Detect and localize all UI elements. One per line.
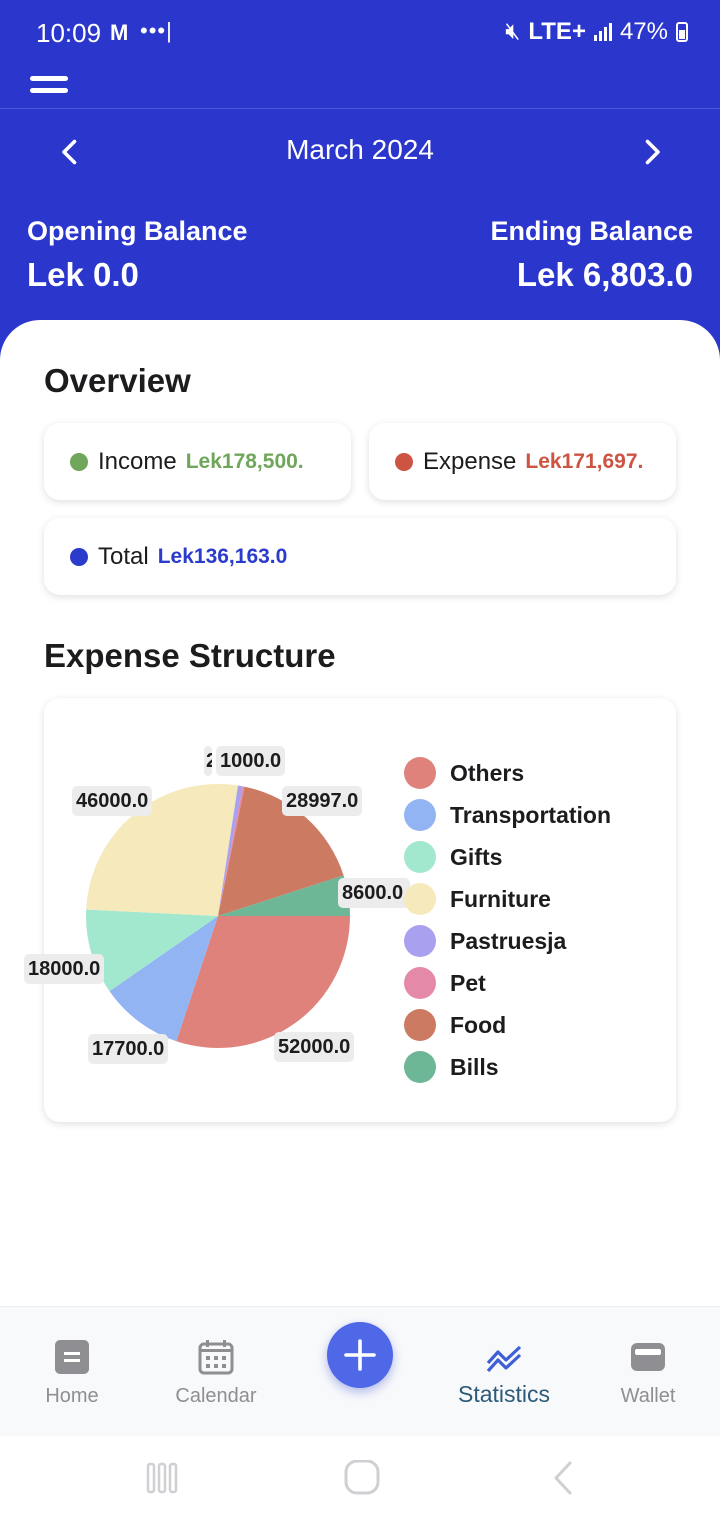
statistics-icon [486, 1345, 522, 1373]
legend-item-others: Others [404, 752, 611, 794]
plus-icon [344, 1339, 376, 1371]
ending-balance-value: Lek 6,803.0 [516, 256, 693, 293]
legend-swatch [404, 1051, 436, 1083]
overview-title: Overview [44, 362, 191, 399]
legend-label: Transportation [450, 801, 612, 828]
nav-wallet[interactable]: Wallet [576, 1307, 720, 1437]
legend-swatch [404, 925, 436, 957]
chevron-left-icon[interactable] [52, 134, 88, 170]
pie-label-transportation: 17700.0 [88, 1034, 169, 1064]
income-label: Income [98, 447, 177, 475]
home-system-icon[interactable] [342, 1459, 382, 1496]
nav-statistics-label: Statistics [457, 1381, 551, 1407]
wallet-icon [631, 1343, 665, 1371]
pie-label-furniture: 46000.0 [72, 786, 153, 816]
month-title: March 2024 [286, 134, 434, 165]
gmail-icon: M [110, 20, 129, 45]
calendar-icon [198, 1340, 234, 1375]
battery-icon [676, 22, 688, 42]
nav-calendar-label: Calendar [175, 1385, 257, 1407]
nav-home-label: Home [45, 1385, 99, 1407]
pie-slice-pastruesja[interactable] [218, 785, 243, 916]
pie-slice-transportation[interactable] [109, 916, 218, 1042]
total-value: Lek136,163.0 [157, 544, 288, 568]
income-card[interactable]: Income Lek178,500. [44, 423, 351, 500]
total-dot [70, 547, 88, 566]
legend-swatch [404, 799, 436, 831]
expense-chart-card: 52000.0 17700.0 18000.0 46000.0 1000.0 2 28997… [24, 698, 676, 1122]
legend-item-gifts: Gifts [404, 836, 611, 878]
pie-label-gifts: 18000.0 [24, 954, 105, 984]
pie-label-pastruesja: 1000.0 [216, 746, 286, 776]
legend-label: Gifts [450, 843, 503, 870]
pie-label-food: 28997.0 [282, 786, 363, 816]
legend-swatch [404, 883, 436, 915]
header-divider [0, 108, 720, 109]
chart-legend: Others Transportation Gifts Furniture Pastru… [404, 752, 611, 1088]
income-dot [70, 452, 88, 471]
legend-swatch [404, 841, 436, 873]
status-time: 10:09 [36, 18, 102, 48]
legend-item-bills: Bills [404, 1046, 611, 1088]
opening-balance-value: Lek 0.0 [27, 256, 139, 293]
legend-label: Bills [450, 1053, 499, 1080]
home-icon [55, 1340, 89, 1374]
battery-percent: 47% [619, 18, 668, 45]
pie-slice-furniture[interactable] [86, 783, 238, 916]
menu-icon[interactable] [30, 76, 68, 96]
legend-swatch [404, 1009, 436, 1041]
expense-dot [395, 452, 413, 471]
pie-slice-pet[interactable] [218, 786, 245, 916]
nav-wallet-label: Wallet [620, 1385, 676, 1407]
legend-item-pastruesja: Pastruesja [404, 920, 611, 962]
legend-label: Food [450, 1011, 507, 1038]
expense-card[interactable]: Expense Lek171,697. [369, 423, 676, 500]
back-icon[interactable] [544, 1460, 584, 1496]
legend-label: Pastruesja [450, 927, 567, 954]
more-dots-icon: •••| [140, 18, 173, 43]
mute-icon: 🔇︎ [505, 18, 521, 45]
pie-slice-others[interactable] [176, 916, 350, 1048]
pie-slice-gifts[interactable] [86, 909, 218, 992]
expense-label: Expense [423, 447, 517, 475]
add-button[interactable] [327, 1322, 393, 1388]
total-card[interactable]: Total Lek136,163.0 [44, 518, 676, 595]
lte-icon: LTE+ [528, 18, 586, 45]
signal-icon [593, 23, 612, 41]
ending-balance-label: Ending Balance [490, 216, 693, 246]
chevron-right-icon[interactable] [634, 134, 670, 170]
legend-item-pet: Pet [404, 962, 611, 1004]
pie-slice-food[interactable] [218, 786, 344, 916]
header-area: 10:09 M •••| 🔇︎ LTE+ 47% March 2024 Open… [0, 0, 720, 360]
status-bar: 10:09 M •••| 🔇︎ LTE+ 47% [0, 0, 720, 68]
system-nav-bar [0, 1436, 720, 1520]
legend-item-transportation: Transportation [404, 794, 611, 836]
pie-label-pet: 2 [204, 746, 212, 776]
pie-label-others: 52000.0 [274, 1032, 355, 1062]
pie-slice-bills[interactable] [218, 875, 350, 916]
legend-label: Others [450, 759, 525, 786]
legend-item-food: Food [404, 1004, 611, 1046]
expense-structure-title: Expense Structure [44, 637, 336, 674]
expense-value: Lek171,697. [525, 449, 644, 473]
nav-statistics[interactable]: Statistics [432, 1307, 576, 1437]
legend-swatch [404, 757, 436, 789]
pie-label-bills: 8600.0 [338, 878, 410, 908]
nav-home[interactable]: Home [0, 1307, 144, 1437]
nav-calendar[interactable]: Calendar [144, 1307, 288, 1437]
opening-balance-label: Opening Balance [27, 216, 248, 246]
total-label: Total [98, 542, 149, 570]
recent-apps-icon[interactable] [142, 1460, 182, 1496]
legend-item-furniture: Furniture [404, 878, 611, 920]
pie-chart [86, 783, 350, 1048]
income-value: Lek178,500. [185, 449, 304, 473]
legend-label: Pet [450, 969, 486, 996]
legend-label: Furniture [450, 885, 551, 912]
legend-swatch [404, 967, 436, 999]
